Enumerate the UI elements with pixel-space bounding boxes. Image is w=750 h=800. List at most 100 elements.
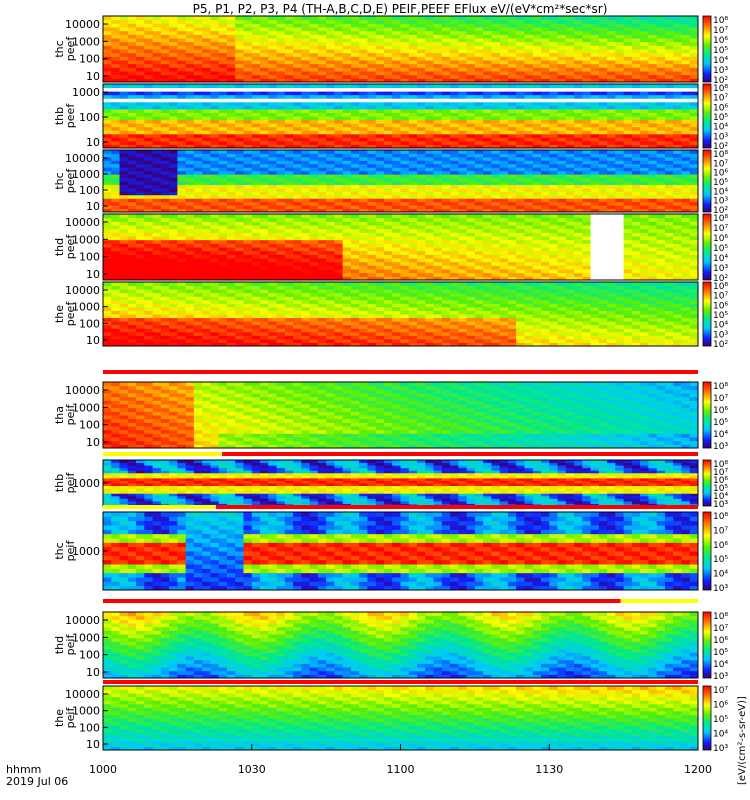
heatmap-cell	[598, 45, 608, 50]
heatmap-cell	[664, 91, 674, 96]
heatmap-cell	[516, 38, 525, 43]
heatmap-cell	[367, 276, 377, 281]
heatmap-cell	[507, 170, 517, 175]
heatmap-cell	[185, 98, 195, 103]
heatmap-cell	[326, 133, 335, 138]
heatmap-cell	[507, 49, 517, 54]
heatmap-cell	[375, 205, 385, 210]
heatmap-cell	[193, 16, 203, 21]
heatmap-cell	[144, 67, 154, 72]
heatmap-cell	[260, 101, 269, 106]
heatmap-cell	[326, 247, 335, 252]
heatmap-cell	[640, 34, 649, 39]
heatmap-cell	[169, 150, 178, 154]
heatmap-cell	[202, 236, 211, 241]
heatmap-cell	[491, 243, 501, 248]
heatmap-cell	[193, 228, 203, 233]
heatmap-cell	[284, 184, 294, 189]
heatmap-cell	[235, 254, 244, 259]
heatmap-cell	[218, 130, 228, 135]
heatmap-cell	[623, 16, 633, 21]
heatmap-cell	[301, 140, 311, 145]
heatmap-cell	[268, 41, 278, 46]
heatmap-cell	[607, 45, 616, 50]
heatmap-cell	[268, 108, 278, 113]
heatmap-cell	[177, 247, 187, 252]
heatmap-cell	[342, 71, 352, 76]
heatmap-cell	[260, 181, 269, 185]
heatmap-cell	[681, 156, 691, 161]
heatmap-cell	[383, 19, 393, 24]
heatmap-cell	[532, 60, 542, 65]
heatmap-cell	[392, 19, 401, 24]
heatmap-cell	[483, 41, 492, 46]
colorbar-tick-label: 10²	[713, 206, 728, 216]
heatmap-cell	[466, 67, 476, 72]
heatmap-cell	[293, 52, 302, 57]
heatmap-cell	[664, 119, 674, 124]
heatmap-cell	[177, 126, 187, 131]
heatmap-cell	[317, 198, 327, 203]
heatmap-cell	[218, 105, 228, 110]
heatmap-cell	[582, 205, 592, 210]
heatmap-cell	[210, 167, 220, 172]
heatmap-cell	[425, 133, 435, 138]
heatmap-cell	[615, 170, 625, 175]
heatmap-cell	[408, 130, 418, 135]
heatmap-cell	[474, 153, 484, 158]
heatmap-cell	[218, 126, 228, 131]
heatmap-cell	[276, 150, 286, 154]
heatmap-cell	[549, 254, 559, 259]
heatmap-cell	[375, 140, 385, 145]
heatmap-cell	[260, 214, 269, 219]
heatmap-cell	[615, 194, 625, 199]
colorbar-tick-label: 10⁴	[713, 123, 728, 133]
heatmap-cell	[549, 140, 559, 145]
heatmap-cell	[350, 27, 360, 32]
heatmap-cell	[334, 84, 344, 89]
heatmap-cell	[433, 269, 443, 274]
heatmap-cell	[400, 60, 410, 65]
heatmap-cell	[425, 71, 435, 76]
heatmap-cell	[202, 167, 211, 172]
heatmap-cell	[565, 133, 575, 138]
heatmap-cell	[136, 228, 145, 233]
heatmap-cell	[450, 126, 459, 131]
heatmap-cell	[210, 91, 220, 96]
heatmap-cell	[103, 177, 112, 182]
heatmap-cell	[260, 116, 269, 121]
heatmap-cell	[516, 116, 525, 121]
heatmap-cell	[260, 126, 269, 131]
heatmap-cell	[383, 116, 393, 121]
heatmap-cell	[383, 56, 393, 61]
heatmap-cell	[350, 156, 360, 161]
heatmap-cell	[309, 156, 319, 161]
heatmap-cell	[152, 261, 162, 266]
heatmap-cell	[284, 123, 294, 128]
heatmap-cell	[615, 112, 625, 117]
heatmap-cell	[260, 276, 269, 281]
heatmap-cell	[507, 191, 517, 196]
heatmap-cell	[226, 116, 236, 121]
heatmap-cell	[615, 105, 625, 110]
heatmap-cell	[557, 133, 567, 138]
heatmap-cell	[590, 71, 600, 76]
heatmap-cell	[103, 194, 112, 199]
heatmap-cell	[152, 133, 162, 138]
heatmap-cell	[193, 119, 203, 124]
heatmap-cell	[342, 187, 352, 192]
heatmap-cell	[367, 181, 377, 185]
heatmap-cell	[499, 254, 509, 259]
heatmap-cell	[607, 16, 616, 21]
heatmap-cell	[375, 163, 385, 168]
heatmap-cell	[540, 49, 550, 54]
heatmap-cell	[260, 217, 269, 222]
heatmap-cell	[226, 150, 236, 154]
heatmap-cell	[450, 49, 459, 54]
heatmap-cell	[334, 174, 344, 179]
heatmap-cell	[375, 236, 385, 241]
heatmap-cell	[607, 34, 616, 39]
heatmap-cell	[103, 170, 112, 175]
heatmap-cell	[160, 258, 170, 263]
